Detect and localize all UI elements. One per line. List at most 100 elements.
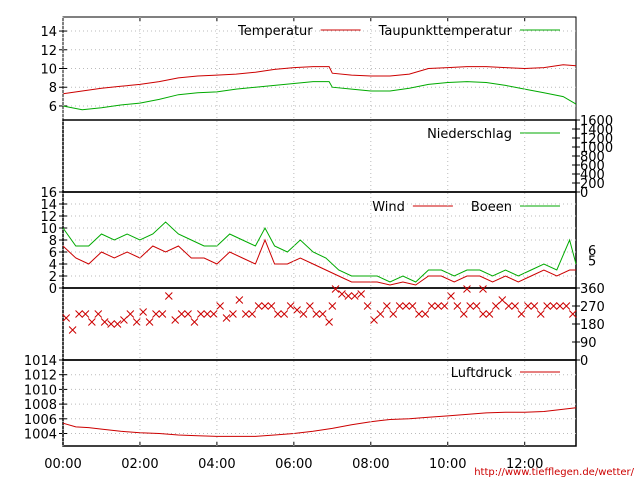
legend-label: Temperatur bbox=[237, 24, 313, 39]
direction-point bbox=[491, 302, 500, 310]
direction-point bbox=[248, 310, 257, 318]
direction-point bbox=[427, 302, 436, 310]
direction-point bbox=[94, 310, 103, 318]
direction-point bbox=[338, 290, 346, 298]
direction-point bbox=[408, 302, 417, 310]
direction-point bbox=[363, 302, 372, 310]
direction-point bbox=[395, 302, 404, 310]
direction-point bbox=[556, 302, 564, 310]
x-axis: 00:00 02:00 04:00 06:00 08:00 10:00 12:00 bbox=[44, 17, 543, 472]
y-tick-label: 1400 bbox=[580, 123, 613, 138]
y-tick-label: 1006 bbox=[24, 413, 57, 428]
y-tick-label: 0 bbox=[580, 186, 588, 201]
direction-point bbox=[177, 310, 186, 318]
direction-point bbox=[331, 285, 340, 293]
direction-point bbox=[459, 310, 468, 318]
legend-label: Taupunkttemperatur bbox=[378, 24, 513, 39]
y2-tick-label: 5 bbox=[588, 254, 596, 269]
direction-point bbox=[132, 318, 141, 326]
direction-point bbox=[184, 310, 192, 318]
direction-point bbox=[261, 302, 269, 310]
x-tick-label: 06:00 bbox=[275, 457, 312, 472]
direction-point bbox=[357, 290, 366, 298]
panel-frame bbox=[62, 359, 577, 447]
y-tick-label: 1000 bbox=[580, 141, 613, 156]
direction-point bbox=[402, 302, 410, 310]
x-tick-label: 02:00 bbox=[121, 457, 158, 472]
direction-point bbox=[328, 302, 337, 310]
direction-point bbox=[434, 302, 442, 310]
y2-tick-label: 6 bbox=[588, 244, 596, 259]
direction-point bbox=[376, 310, 385, 318]
y-tick-label: 1004 bbox=[24, 428, 57, 443]
direction-point bbox=[318, 310, 327, 318]
x-tick-label: 10:00 bbox=[429, 457, 466, 472]
direction-point bbox=[524, 302, 532, 310]
direction-point bbox=[229, 310, 237, 318]
direction-point bbox=[209, 310, 218, 318]
direction-point bbox=[203, 310, 212, 318]
y-tick-label: 14 bbox=[40, 198, 57, 213]
panel-temperature: 6 8 10 12 14 Taupunkttemperatur Temperatur bbox=[40, 16, 577, 121]
y-tick-label: 400 bbox=[580, 168, 605, 183]
direction-point bbox=[222, 314, 231, 322]
y-tick-label: 90 bbox=[580, 336, 597, 351]
y-tick-label: 600 bbox=[580, 159, 605, 174]
direction-point bbox=[466, 302, 475, 310]
legend-label: Boeen bbox=[471, 200, 512, 215]
direction-point bbox=[312, 310, 321, 318]
direction-point bbox=[126, 310, 135, 318]
y-tick-label: 12 bbox=[40, 44, 57, 59]
direction-point bbox=[549, 302, 558, 310]
y-tick-label: 200 bbox=[580, 177, 605, 192]
direction-point bbox=[107, 320, 115, 328]
y-tick-label: 270 bbox=[580, 300, 605, 315]
y-tick-label: 10 bbox=[40, 222, 57, 237]
direction-point bbox=[370, 316, 378, 324]
y-tick-label: 8 bbox=[49, 81, 57, 96]
direction-point bbox=[382, 302, 391, 310]
direction-point bbox=[543, 302, 551, 310]
direction-point bbox=[479, 285, 487, 293]
direction-point bbox=[306, 302, 314, 310]
credit-url[interactable]: http://www.tiefflegen.de/wetter/ bbox=[474, 467, 634, 478]
direction-point bbox=[164, 292, 173, 300]
direction-point bbox=[415, 310, 423, 318]
y-tick-label: 6 bbox=[49, 100, 57, 115]
direction-point bbox=[145, 318, 154, 326]
direction-point bbox=[62, 314, 71, 322]
y-tick-label: 0 bbox=[580, 354, 588, 369]
direction-point bbox=[293, 306, 301, 314]
direction-point bbox=[325, 318, 333, 326]
x-tick-label: 08:00 bbox=[352, 457, 389, 472]
series-line-luftdruck bbox=[62, 407, 577, 437]
series-line-taupunkttemperatur bbox=[62, 81, 577, 111]
y-tick-label: 2 bbox=[49, 270, 57, 285]
y-tick-label: 0 bbox=[49, 282, 57, 297]
legend-label: Luftdruck bbox=[451, 366, 513, 381]
direction-point bbox=[562, 302, 571, 310]
direction-point bbox=[530, 302, 539, 310]
direction-point bbox=[235, 296, 244, 304]
direction-point bbox=[421, 310, 430, 318]
direction-point bbox=[280, 310, 289, 318]
direction-point bbox=[511, 302, 519, 310]
y-tick-label: 360 bbox=[580, 282, 605, 297]
y-tick-label: 180 bbox=[580, 318, 605, 333]
direction-point bbox=[139, 308, 148, 316]
direction-point bbox=[113, 320, 122, 328]
y-tick-label: 1600 bbox=[580, 114, 613, 129]
direction-point bbox=[472, 302, 481, 310]
direction-point bbox=[216, 302, 224, 310]
direction-point bbox=[68, 326, 77, 334]
direction-point bbox=[267, 302, 276, 310]
direction-point bbox=[504, 302, 513, 310]
y-tick-label: 1012 bbox=[24, 369, 57, 384]
y-tick-label: 4 bbox=[49, 258, 57, 273]
direction-point bbox=[498, 296, 507, 304]
y-tick-label: 12 bbox=[40, 210, 57, 225]
y-tick-label: 1014 bbox=[24, 354, 57, 369]
